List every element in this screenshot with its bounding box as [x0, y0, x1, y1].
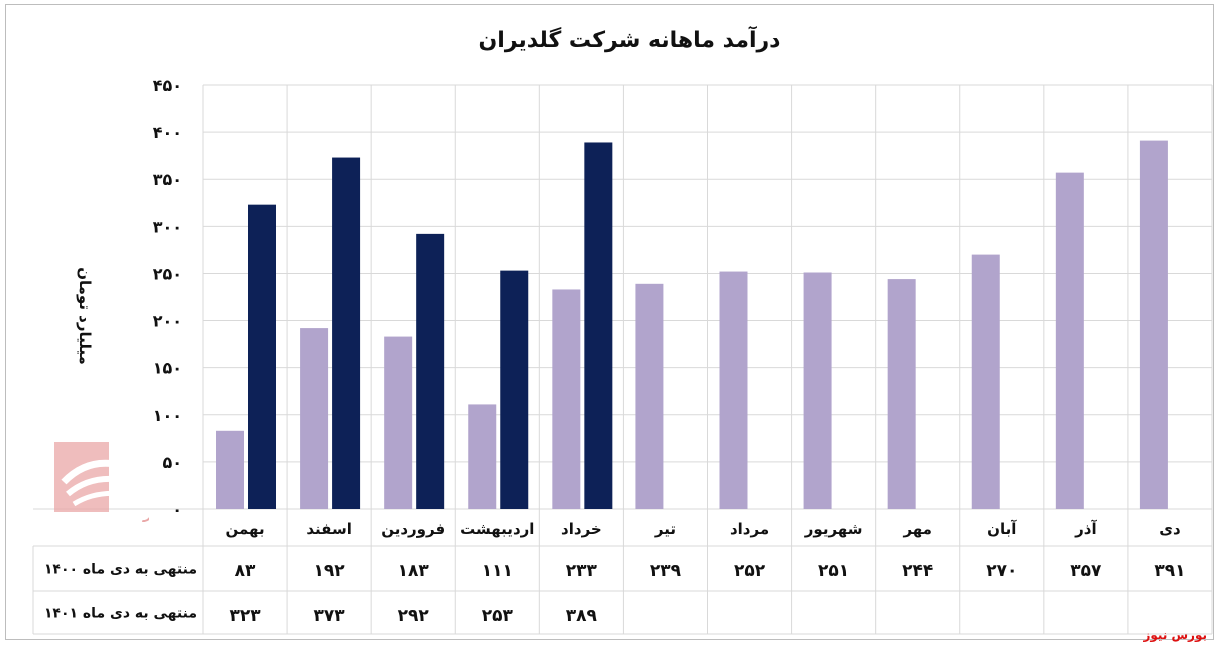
chart-title: درآمد ماهانه شرکت گلدیران: [478, 28, 781, 53]
data-label-1401: ۳۸۹: [566, 606, 598, 626]
y-tick-label: ۲۵۰: [153, 264, 182, 283]
y-tick-label: ۴۵۰: [153, 76, 182, 95]
legend-entry: منتهی به دی ماه ۱۴۰۱: [44, 606, 197, 622]
x-tick-label: اسفند: [306, 520, 351, 538]
bar-1401: [416, 233, 445, 510]
bar-1400: [803, 272, 832, 509]
data-label-1400: ۳۹۱: [1154, 561, 1185, 581]
data-label-1400: ۲۵۱: [818, 561, 849, 581]
data-label-1400: ۳۵۷: [1070, 561, 1102, 581]
data-label-1400: ۱۸۳: [398, 561, 430, 581]
bar-1400: [1139, 140, 1168, 509]
data-label-1400: ۲۳۹: [650, 561, 682, 581]
x-tick-label: تیر: [654, 520, 676, 538]
x-tick-label: اردیبهشت: [460, 520, 534, 538]
data-label-1400: ۱۱۱: [482, 561, 513, 581]
x-tick-label: بهمن: [225, 520, 264, 538]
bar-1401: [500, 270, 529, 509]
y-tick-label: ۱۵۰: [153, 359, 182, 378]
bar-1400: [384, 336, 413, 509]
bar-1400: [216, 430, 244, 509]
bar-1400: [300, 328, 329, 509]
y-tick-label: ۲۰۰: [153, 312, 182, 331]
x-tick-label: شهریور: [804, 520, 863, 538]
y-tick-label: ۴۰۰: [153, 123, 182, 142]
x-tick-label: دی: [1159, 520, 1181, 538]
bar-1400: [1055, 172, 1084, 510]
y-tick-label: ۵۰: [162, 453, 182, 472]
y-axis-label: میلیارد تومان: [76, 267, 94, 365]
y-tick-label: ۳۰۰: [153, 217, 182, 236]
x-tick-label: خرداد: [561, 520, 602, 538]
data-label-1400: ۱۹۲: [314, 561, 346, 581]
bar-1401: [332, 157, 361, 509]
bar-1401: [248, 204, 276, 509]
bourse-news-logo: بورس نیوز: [54, 442, 149, 522]
logo-text: بورس نیوز: [141, 503, 149, 522]
source-caption: بورس نیوز: [1143, 628, 1207, 642]
data-label-1401: ۲۹۲: [398, 606, 430, 626]
bar-1400: [719, 271, 748, 509]
data-label-1401: ۲۵۳: [482, 606, 514, 626]
y-tick-label: ۳۵۰: [153, 170, 182, 189]
legend-entry: منتهی به دی ماه ۱۴۰۰: [44, 562, 197, 578]
bar-1400: [468, 404, 497, 509]
bar-1400: [635, 283, 664, 509]
bar-1400: [552, 289, 581, 509]
y-tick-label: ۱۰۰: [153, 406, 182, 425]
x-tick-label: مهر: [902, 520, 932, 538]
data-label-1400: ۸۳: [235, 561, 256, 581]
data-label-1400: ۲۳۳: [566, 561, 598, 581]
data-label-1401: ۳۲۳: [229, 606, 261, 626]
data-label-1400: ۲۷۰: [986, 561, 1017, 581]
x-tick-label: فروردین: [381, 520, 445, 538]
x-tick-label: آبان: [987, 520, 1017, 538]
bar-1400: [971, 254, 1000, 509]
data-label-1400: ۲۴۴: [902, 561, 933, 581]
bar-1401: [584, 142, 613, 509]
bar-1400: [887, 279, 916, 509]
data-label-1400: ۲۵۲: [734, 561, 766, 581]
data-label-1401: ۳۷۳: [314, 606, 346, 626]
x-tick-label: آذر: [1074, 520, 1097, 538]
x-tick-label: مرداد: [730, 520, 769, 538]
